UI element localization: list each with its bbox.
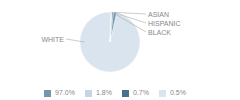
svg-text:WHITE: WHITE: [41, 36, 64, 43]
svg-text:BLACK: BLACK: [148, 29, 171, 36]
html-text:97.0%: 97.0%: [55, 89, 75, 96]
html-text:1.8%: 1.8%: [96, 89, 112, 96]
svg-text:HISPANIC: HISPANIC: [148, 20, 181, 27]
svg-text:ASIAN: ASIAN: [148, 11, 169, 18]
html-text:0.5%: 0.5%: [169, 89, 186, 96]
html-text:0.7%: 0.7%: [132, 89, 149, 96]
